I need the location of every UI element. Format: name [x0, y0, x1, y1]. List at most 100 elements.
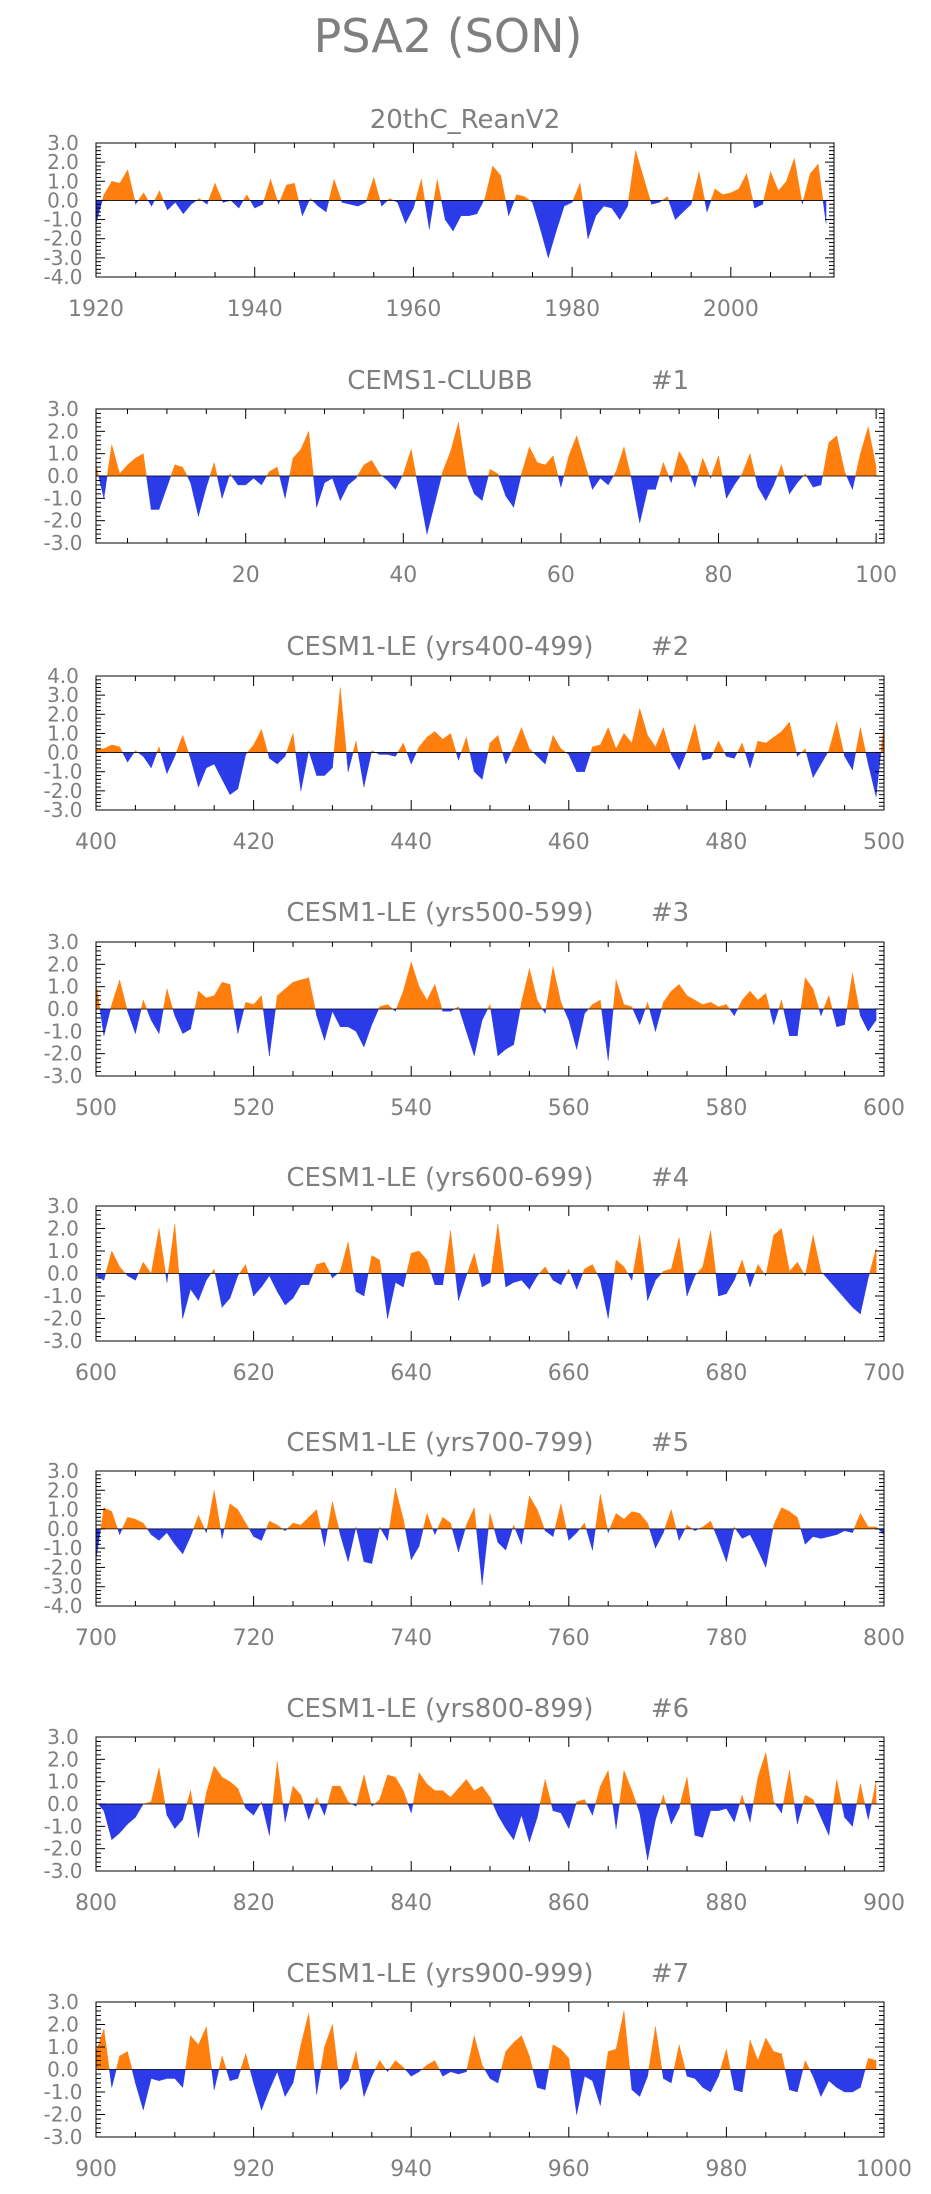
area-segment — [396, 991, 404, 1010]
area-segment — [474, 1507, 477, 1530]
area-segment — [269, 1273, 278, 1292]
area-segment — [206, 2026, 212, 2070]
area-segment — [636, 1803, 640, 1813]
area-segment — [623, 2010, 631, 2070]
area-segment — [316, 752, 325, 776]
area-segment — [316, 1509, 322, 1530]
area-segment — [797, 1517, 801, 1530]
y-tick-label: 2.0 — [47, 1217, 79, 1241]
area-segment — [741, 1528, 751, 1539]
area-segment — [332, 475, 341, 501]
x-tick-label: 640 — [390, 1361, 432, 1386]
area-segment — [844, 471, 847, 477]
area-segment — [726, 2049, 731, 2070]
area-segment — [595, 1786, 601, 1805]
area-segment — [204, 1792, 207, 1805]
x-tick-label: 540 — [390, 1096, 432, 1121]
area-segment — [592, 1803, 596, 1816]
area-segment — [715, 1273, 719, 1297]
x-tick-label: 740 — [390, 1626, 432, 1651]
area-segment — [590, 746, 593, 753]
area-segment — [277, 1273, 286, 1306]
area-segment — [444, 200, 454, 232]
area-segment — [584, 1008, 589, 1014]
area-segment — [568, 1008, 577, 1050]
area-segment — [172, 1008, 176, 1016]
area-segment — [363, 460, 372, 477]
y-tick-label: -2.0 — [43, 1042, 82, 1066]
area-segment — [797, 475, 804, 484]
area-segment — [632, 1235, 640, 1274]
area-segment — [158, 475, 168, 510]
area-segment — [686, 1524, 693, 1530]
area-segment — [213, 1268, 216, 1274]
area-segment — [828, 1273, 837, 1290]
area-segment — [675, 1528, 680, 1541]
area-segment — [317, 200, 327, 213]
area-segment — [158, 1768, 166, 1805]
area-segment — [513, 1524, 516, 1530]
area-segment — [441, 200, 446, 220]
area-segment — [568, 1528, 577, 1541]
area-segment — [429, 200, 435, 230]
area-segment — [246, 744, 254, 753]
area-segment — [404, 2069, 412, 2077]
y-tick-label: -2.0 — [43, 509, 82, 533]
area-segment — [608, 1008, 614, 1061]
area-segment — [868, 2057, 877, 2070]
area-segment — [822, 442, 830, 477]
area-segment — [613, 979, 617, 1010]
area-segment — [143, 192, 149, 201]
x-tick-label: 480 — [705, 830, 747, 855]
area-segment — [726, 1273, 735, 1295]
area-segment — [300, 977, 309, 1010]
area-segment — [757, 1263, 765, 1274]
area-segment — [481, 752, 489, 780]
area-segment — [663, 1528, 665, 1533]
area-segment — [833, 1779, 837, 1805]
area-segment — [166, 2069, 176, 2079]
area-segment — [820, 475, 823, 485]
area-segment — [253, 2069, 262, 2111]
area-segment — [762, 200, 764, 205]
area-segment — [492, 165, 501, 201]
area-segment — [116, 2055, 120, 2070]
area-segment — [411, 1803, 414, 1813]
area-segment — [324, 2024, 333, 2070]
area-segment — [320, 2046, 325, 2070]
area-segment — [381, 475, 388, 481]
area-segment — [678, 1528, 686, 1541]
area-segment — [111, 1511, 118, 1530]
panel-member-label: #7 — [651, 1959, 689, 1989]
x-tick-label: 680 — [705, 1361, 747, 1386]
area-segment — [836, 1273, 845, 1299]
area-segment — [608, 727, 617, 753]
area-segment — [552, 2044, 562, 2070]
area-segment — [754, 741, 759, 753]
area-segment — [292, 979, 302, 1010]
x-tick-label: 880 — [705, 1891, 747, 1916]
x-tick-label: 420 — [233, 830, 275, 855]
area-segment — [455, 1273, 459, 1301]
area-segment — [363, 752, 372, 788]
area-segment — [718, 1004, 727, 1010]
area-segment — [694, 475, 699, 488]
area-segment — [346, 752, 349, 772]
area-segment — [600, 727, 609, 753]
area-segment — [704, 200, 708, 212]
area-segment — [381, 200, 389, 207]
area-segment — [452, 200, 462, 232]
area-segment — [266, 470, 270, 477]
area-segment — [671, 984, 680, 1010]
area-segment — [735, 1528, 743, 1540]
area-segment — [639, 1512, 648, 1530]
area-segment — [726, 752, 735, 759]
x-tick-label: 840 — [390, 1891, 432, 1916]
y-tick-label: 0.0 — [47, 188, 79, 212]
area-segment — [229, 984, 235, 1010]
area-segment — [243, 1002, 246, 1010]
area-segment — [138, 1262, 144, 1274]
area-segment — [566, 1528, 569, 1541]
area-segment — [661, 2069, 664, 2079]
area-segment — [802, 173, 811, 201]
